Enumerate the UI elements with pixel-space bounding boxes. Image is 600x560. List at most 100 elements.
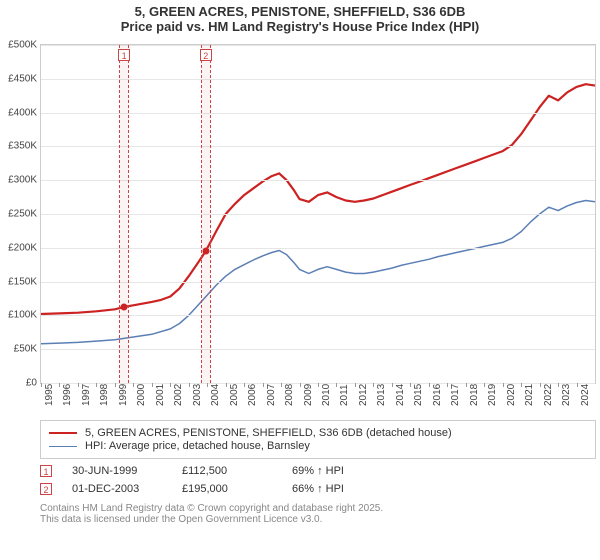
sale-band (201, 45, 211, 383)
x-tick (318, 383, 319, 387)
x-axis-label: 2010 (321, 384, 332, 406)
x-tick (336, 383, 337, 387)
sale-marker-box: 2 (200, 49, 212, 61)
title-line-2: Price paid vs. HM Land Registry's House … (0, 19, 600, 34)
x-axis-label: 2014 (395, 384, 406, 406)
y-axis-label: £500K (1, 40, 37, 51)
x-axis-label: 2020 (506, 384, 517, 406)
x-tick (78, 383, 79, 387)
chart-footer: 5, GREEN ACRES, PENISTONE, SHEFFIELD, S3… (40, 420, 596, 525)
x-axis-label: 2003 (192, 384, 203, 406)
x-tick (226, 383, 227, 387)
x-axis-label: 2009 (303, 384, 314, 406)
x-axis-label: 2022 (543, 384, 554, 406)
x-tick (373, 383, 374, 387)
sale-price: £195,000 (182, 483, 272, 495)
x-axis-label: 2005 (229, 384, 240, 406)
sale-hpi-pct: 66% ↑ HPI (292, 483, 382, 495)
sale-dot (121, 303, 128, 310)
legend-label-hpi: HPI: Average price, detached house, Barn… (85, 440, 310, 452)
legend-row-property: 5, GREEN ACRES, PENISTONE, SHEFFIELD, S3… (49, 427, 587, 439)
sale-row: 1 30-JUN-1999 £112,500 69% ↑ HPI (40, 465, 596, 477)
y-axis-label: £100K (1, 310, 37, 321)
x-axis-label: 2001 (155, 384, 166, 406)
chart-title-block: 5, GREEN ACRES, PENISTONE, SHEFFIELD, S3… (0, 0, 600, 34)
x-tick (170, 383, 171, 387)
y-axis-label: £450K (1, 73, 37, 84)
sale-date: 01-DEC-2003 (72, 483, 162, 495)
legend-row-hpi: HPI: Average price, detached house, Barn… (49, 440, 587, 452)
y-axis-label: £300K (1, 175, 37, 186)
x-tick (447, 383, 448, 387)
sale-marker-box: 1 (118, 49, 130, 61)
y-axis-label: £350K (1, 141, 37, 152)
x-axis-label: 2016 (432, 384, 443, 406)
x-tick (152, 383, 153, 387)
x-axis-label: 1995 (44, 384, 55, 406)
x-axis-label: 2002 (173, 384, 184, 406)
y-axis-label: £200K (1, 242, 37, 253)
x-axis-label: 2013 (376, 384, 387, 406)
x-axis-label: 2006 (247, 384, 258, 406)
x-tick (540, 383, 541, 387)
legend-swatch-hpi (49, 446, 77, 447)
x-tick (281, 383, 282, 387)
y-axis-label: £50K (1, 344, 37, 355)
x-tick (558, 383, 559, 387)
sale-number-box: 1 (40, 465, 52, 477)
y-axis-label: £250K (1, 209, 37, 220)
x-axis-label: 2023 (561, 384, 572, 406)
license-line-1: Contains HM Land Registry data © Crown c… (40, 503, 596, 514)
x-tick (115, 383, 116, 387)
x-axis-label: 2000 (136, 384, 147, 406)
x-axis-label: 2007 (266, 384, 277, 406)
legend-swatch-property (49, 432, 77, 434)
price-chart: £0£50K£100K£150K£200K£250K£300K£350K£400… (40, 44, 596, 384)
sale-band (119, 45, 129, 383)
legend-label-property: 5, GREEN ACRES, PENISTONE, SHEFFIELD, S3… (85, 427, 452, 439)
sale-row: 2 01-DEC-2003 £195,000 66% ↑ HPI (40, 483, 596, 495)
x-axis-label: 2024 (580, 384, 591, 406)
y-axis-label: £0 (1, 378, 37, 389)
x-tick (410, 383, 411, 387)
x-axis-label: 2015 (413, 384, 424, 406)
x-tick (133, 383, 134, 387)
x-tick (207, 383, 208, 387)
x-tick (503, 383, 504, 387)
x-axis-label: 1996 (62, 384, 73, 406)
legend-box: 5, GREEN ACRES, PENISTONE, SHEFFIELD, S3… (40, 420, 596, 459)
x-tick (189, 383, 190, 387)
x-axis-label: 2021 (524, 384, 535, 406)
x-tick (263, 383, 264, 387)
x-tick (96, 383, 97, 387)
x-tick (484, 383, 485, 387)
x-axis-label: 1998 (99, 384, 110, 406)
x-tick (429, 383, 430, 387)
x-tick (392, 383, 393, 387)
x-axis-label: 2004 (210, 384, 221, 406)
y-axis-label: £150K (1, 276, 37, 287)
x-tick (244, 383, 245, 387)
x-axis-label: 2018 (469, 384, 480, 406)
x-axis-label: 2012 (358, 384, 369, 406)
x-tick (59, 383, 60, 387)
x-tick (41, 383, 42, 387)
sale-hpi-pct: 69% ↑ HPI (292, 465, 382, 477)
license-text: Contains HM Land Registry data © Crown c… (40, 503, 596, 525)
x-tick (466, 383, 467, 387)
y-axis-label: £400K (1, 107, 37, 118)
sales-table: 1 30-JUN-1999 £112,500 69% ↑ HPI 2 01-DEC-200… (40, 465, 596, 495)
x-axis-label: 2011 (339, 384, 350, 406)
x-axis-label: 2017 (450, 384, 461, 406)
x-axis-label: 1999 (118, 384, 129, 406)
sale-number-box: 2 (40, 483, 52, 495)
x-tick (577, 383, 578, 387)
x-axis-label: 2008 (284, 384, 295, 406)
title-line-1: 5, GREEN ACRES, PENISTONE, SHEFFIELD, S3… (0, 4, 600, 19)
license-line-2: This data is licensed under the Open Gov… (40, 514, 596, 525)
x-tick (521, 383, 522, 387)
sale-date: 30-JUN-1999 (72, 465, 162, 477)
sale-dot (202, 248, 209, 255)
sale-price: £112,500 (182, 465, 272, 477)
x-axis-label: 2019 (487, 384, 498, 406)
